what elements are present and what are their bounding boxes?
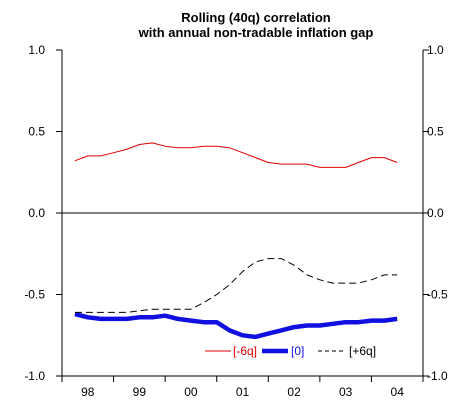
- series-group: [74, 142, 398, 340]
- y-axis-right: -1.0 -0.5 0.0 0.5 1.0: [423, 43, 448, 383]
- chart-subtitle: with annual non-tradable inflation gap: [138, 25, 374, 40]
- x-tick-label: 02: [287, 385, 301, 399]
- series-line-0: [74, 142, 398, 168]
- x-tick-label: 04: [391, 385, 405, 399]
- x-tick-label: 98: [81, 385, 95, 399]
- series-line-1: [74, 311, 398, 340]
- y-tick-label-left: 0.5: [28, 125, 45, 139]
- y-tick-label-right: -0.5: [427, 288, 448, 302]
- y-axis-left: -1.0 -0.5 0.0 0.5 1.0: [24, 43, 62, 383]
- x-tick-label: 00: [184, 385, 198, 399]
- y-tick-label-left: 1.0: [28, 43, 45, 57]
- y-tick-label-left: 0.0: [28, 206, 45, 220]
- x-axis: 98 99 00 01 02 03 04: [61, 376, 424, 399]
- series-line-2: [74, 258, 398, 313]
- y-tick-label-left: -0.5: [24, 288, 45, 302]
- chart-title: Rolling (40q) correlation: [181, 10, 331, 25]
- legend-label-0: [-6q]: [233, 344, 257, 358]
- x-tick-label: 99: [133, 385, 147, 399]
- y-tick-label-right: 0.5: [427, 125, 444, 139]
- plot-frame: [61, 50, 424, 377]
- y-tick-label-right: 1.0: [427, 43, 444, 57]
- legend-label-1: [0]: [291, 344, 304, 358]
- x-tick-label: 03: [339, 385, 353, 399]
- legend-label-2: [+6q]: [349, 344, 376, 358]
- y-tick-label-right: 0.0: [427, 206, 444, 220]
- x-tick-label: 01: [236, 385, 250, 399]
- y-tick-label-right: -1.0: [427, 369, 448, 383]
- legend: [-6q] [0] [+6q]: [205, 344, 376, 358]
- y-tick-label-left: -1.0: [24, 369, 45, 383]
